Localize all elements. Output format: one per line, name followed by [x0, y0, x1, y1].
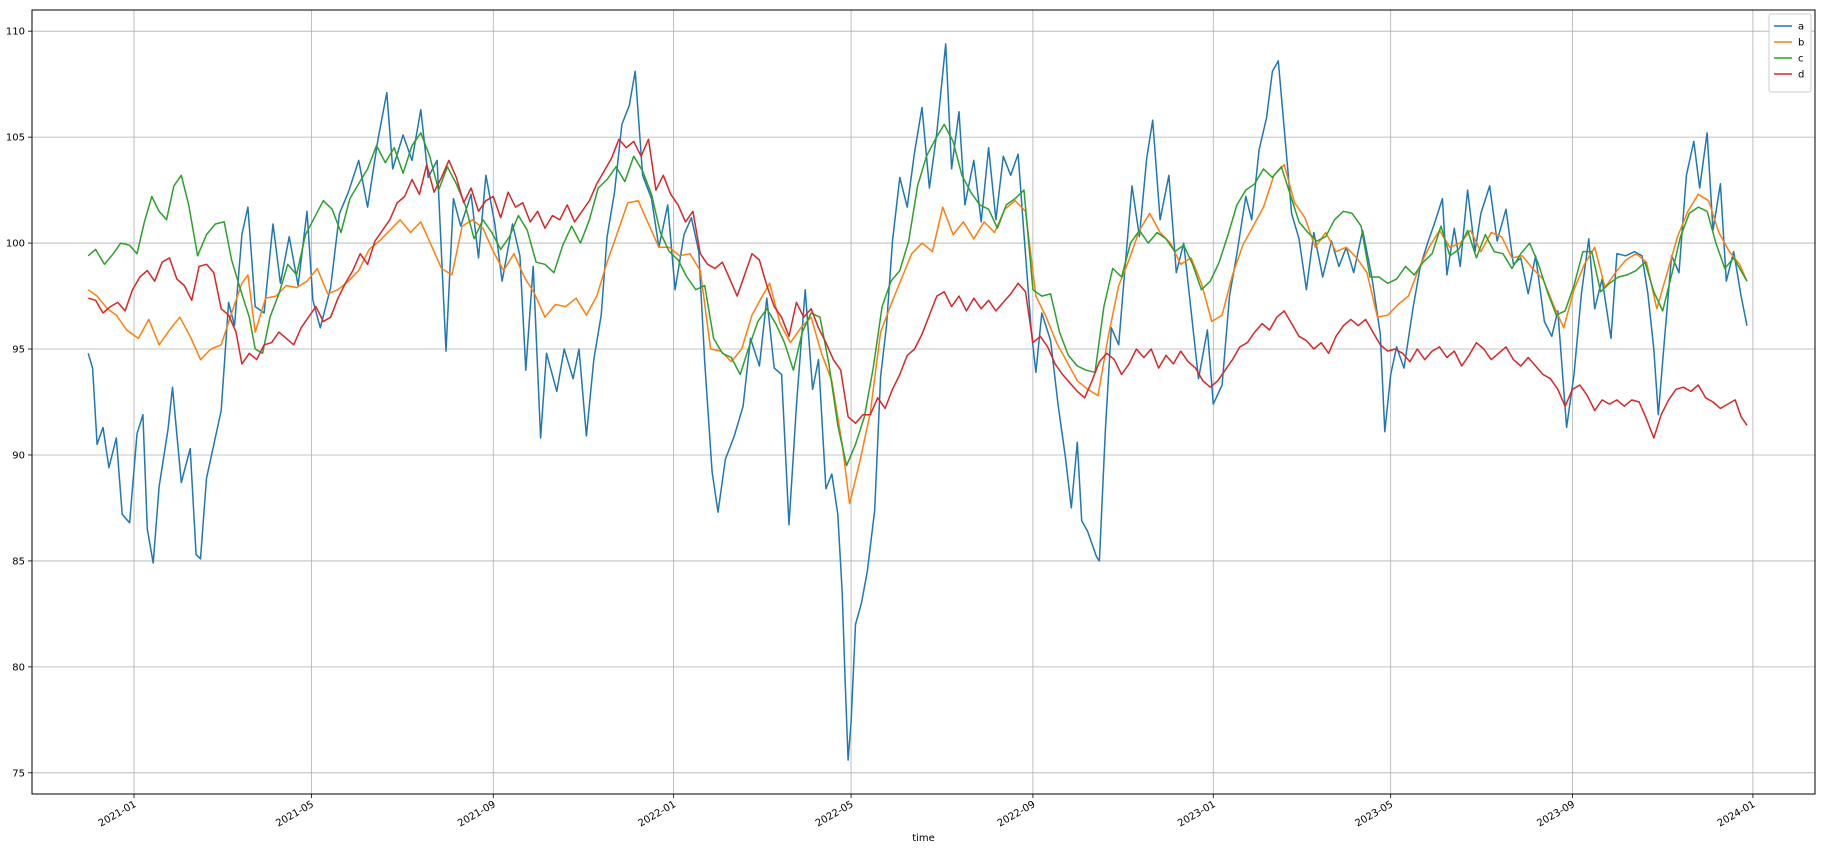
axes-frame	[31, 9, 1816, 795]
legend-label-c: c	[1798, 54, 1804, 65]
series-line-b	[87, 163, 1748, 505]
y-tick-label: 80	[12, 662, 25, 673]
legend-label-a: a	[1798, 22, 1804, 33]
grid	[32, 10, 1815, 794]
y-tick-label: 110	[6, 27, 25, 38]
y-tick-label: 95	[12, 345, 25, 356]
legend-label-b: b	[1798, 38, 1804, 49]
y-tick-label: 105	[6, 133, 25, 144]
legend-label-d: d	[1798, 70, 1804, 81]
series-line-c	[87, 123, 1748, 467]
y-tick-label: 100	[6, 239, 25, 250]
y-tick-label: 75	[12, 768, 25, 779]
y-tick-label: 85	[12, 556, 25, 567]
series-layer	[87, 43, 1748, 761]
y-axis: 75 80 85 90 95 100 105 110	[6, 27, 32, 779]
series-line-a	[87, 43, 1748, 761]
legend-box	[1768, 13, 1812, 93]
y-tick-label: 90	[12, 450, 25, 461]
x-axis-title: time	[912, 833, 935, 844]
series-line-d	[87, 138, 1748, 439]
